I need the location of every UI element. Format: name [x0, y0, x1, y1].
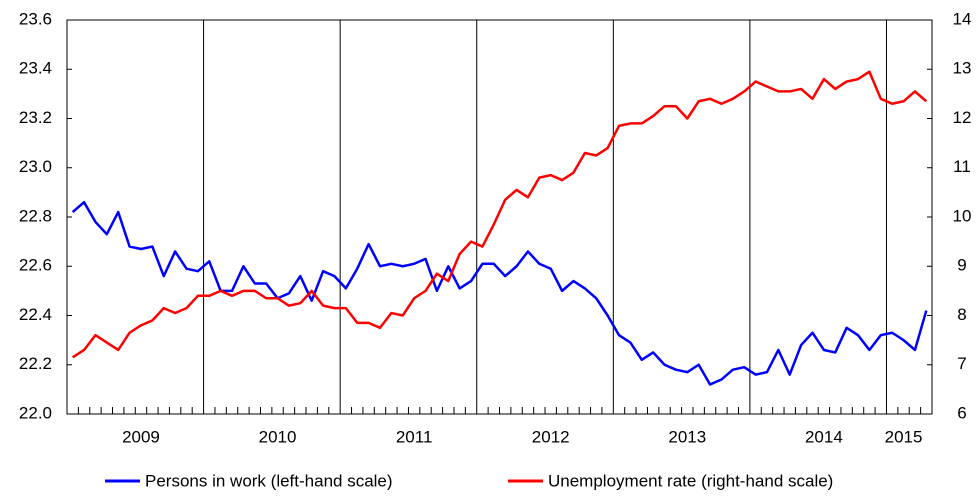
y2-tick-label: 6: [957, 403, 966, 422]
legend-label: Unemployment rate (right-hand scale): [548, 471, 833, 490]
x-tick-label: 2012: [532, 427, 570, 446]
x-tick-label: 2011: [396, 427, 433, 446]
plot-frame: [66, 19, 933, 415]
y-tick-label: 22.2: [19, 354, 52, 373]
y2-tick-label: 12: [953, 108, 972, 127]
y2-tick-label: 13: [953, 59, 972, 78]
series-line: [71, 200, 928, 386]
y-tick-label: 23.4: [19, 59, 52, 78]
y-tick-label: 23.2: [19, 108, 52, 127]
y2-tick-label: 7: [957, 354, 966, 373]
y2-tick-label: 8: [957, 305, 966, 324]
x-tick-label: 2013: [668, 427, 706, 446]
legend-label: Persons in work (left-hand scale): [145, 471, 393, 490]
y2-tick-label: 9: [957, 256, 966, 275]
x-tick-label: 2009: [122, 427, 160, 446]
x-tick-label: 2014: [805, 427, 843, 446]
x-tick-label: 2015: [885, 427, 923, 446]
y2-tick-label: 11: [953, 157, 971, 176]
x-tick-label: 2010: [259, 427, 297, 446]
y-tick-label: 22.8: [19, 206, 52, 225]
y-tick-label: 22.0: [19, 403, 52, 422]
series-line: [72, 70, 928, 359]
y-tick-label: 22.6: [19, 256, 52, 275]
y2-tick-label: 10: [953, 206, 972, 225]
y2-tick-label: 14: [953, 9, 972, 28]
y-tick-label: 23.0: [19, 157, 52, 176]
y-tick-label: 23.6: [19, 9, 52, 28]
y-tick-label: 22.4: [19, 305, 52, 324]
